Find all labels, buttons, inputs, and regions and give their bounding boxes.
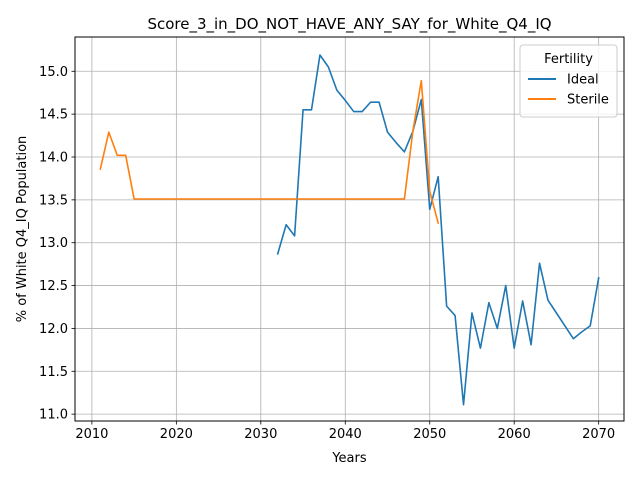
x-tick-label: 2030 [244, 427, 277, 442]
y-tick-label: 13.5 [39, 193, 68, 208]
plot-frame [74, 36, 625, 422]
x-tick-label: 2070 [582, 427, 615, 442]
x-axis-label: Years [331, 451, 367, 466]
x-tick-label: 2010 [75, 427, 108, 442]
y-tick-label: 14.5 [39, 108, 68, 123]
x-tick-label: 2060 [498, 427, 531, 442]
legend-label-ideal: Ideal [567, 73, 599, 88]
y-tick-label: 13.0 [39, 236, 68, 251]
y-axis-label: % of White Q4_IQ Population [15, 136, 30, 323]
y-tick-label: 14.0 [39, 151, 68, 166]
legend: Fertility Ideal Sterile [519, 44, 618, 118]
series-line-ideal [276, 54, 600, 406]
x-tick-label: 2050 [413, 427, 446, 442]
y-axis-ticks: 11.0 11.5 12.0 12.5 13.0 13.5 14.0 14.5 15.0 [39, 65, 75, 423]
legend-label-sterile: Sterile [567, 93, 609, 108]
y-tick-label: 12.5 [39, 279, 68, 294]
x-tick-label: 2020 [160, 427, 193, 442]
y-tick-label: 11.0 [39, 408, 68, 423]
x-tick-label: 2040 [329, 427, 362, 442]
series-line-sterile [99, 79, 440, 224]
y-tick-label: 11.5 [39, 365, 68, 380]
y-tick-label: 15.0 [39, 65, 68, 80]
x-axis-ticks: 2010 2020 2030 2040 2050 2060 2070 [75, 421, 615, 442]
series-lines [99, 54, 600, 406]
chart-title: Score_3_in_DO_NOT_HAVE_ANY_SAY_for_White… [147, 15, 551, 34]
y-tick-label: 12.0 [39, 322, 68, 337]
legend-title: Fertility [544, 52, 593, 67]
